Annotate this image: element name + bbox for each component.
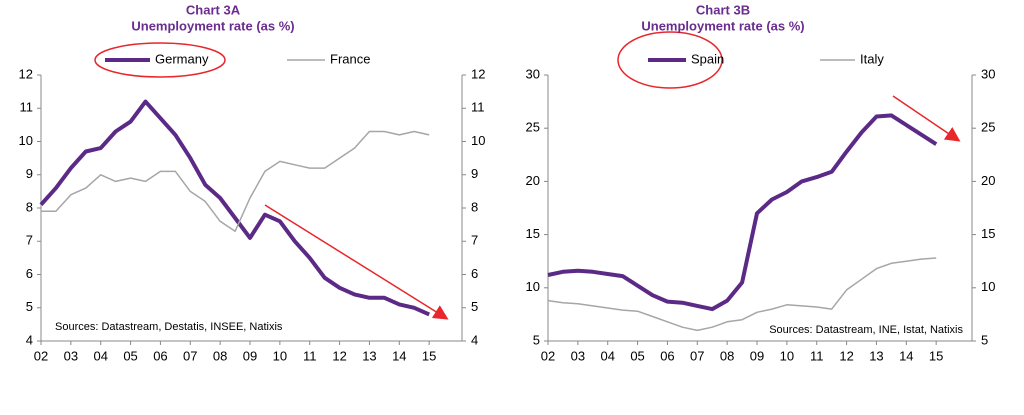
- y2-tick-label: 9: [471, 166, 478, 181]
- y2-tick-label: 30: [981, 66, 995, 81]
- legend-label: France: [330, 51, 370, 66]
- line-series: [547, 257, 937, 332]
- y2-tick-label: 8: [471, 199, 478, 214]
- x-tick-label: 10: [780, 348, 794, 363]
- x-tick-label: 06: [660, 348, 674, 363]
- highlight-ellipse: [617, 31, 723, 89]
- y-tick-label: 12: [19, 66, 33, 81]
- y-tick-label: 20: [526, 173, 540, 188]
- chart-title: Chart 3A: [186, 2, 241, 17]
- trend-arrow: [892, 95, 961, 142]
- y2-tick-label: 6: [471, 266, 478, 281]
- y2-tick-label: 10: [981, 279, 995, 294]
- highlight-ellipse: [94, 42, 226, 78]
- x-tick-label: 14: [899, 348, 913, 363]
- y-tick-label: 11: [20, 100, 34, 115]
- source-note: Sources: Datastream, INE, Istat, Natixis: [769, 324, 963, 336]
- x-tick-label: 15: [929, 348, 943, 363]
- decorations: [94, 31, 961, 320]
- x-tick-label: 07: [183, 348, 197, 363]
- chart-subtitle: Unemployment rate (as %): [641, 18, 804, 33]
- x-tick-label: 11: [810, 348, 824, 363]
- legend-label: Germany: [155, 51, 209, 66]
- x-tick-label: 05: [630, 348, 644, 363]
- x-tick-label: 11: [303, 348, 317, 363]
- line-series: [41, 130, 430, 233]
- chart-subtitle: Unemployment rate (as %): [131, 18, 294, 33]
- y-tick-label: 9: [26, 166, 33, 181]
- line-series: [39, 99, 431, 317]
- y2-tick-label: 25: [981, 120, 995, 135]
- y-tick-label: 8: [26, 199, 33, 214]
- x-tick-label: 12: [332, 348, 346, 363]
- y-tick-label: 4: [26, 332, 33, 347]
- x-tick-label: 02: [541, 348, 555, 363]
- y2-tick-label: 5: [981, 332, 988, 347]
- x-tick-label: 09: [243, 348, 257, 363]
- y2-tick-label: 10: [471, 133, 485, 148]
- x-tick-label: 02: [34, 348, 48, 363]
- y-tick-label: 5: [533, 332, 540, 347]
- legend-label: Spain: [691, 51, 724, 66]
- x-tick-label: 08: [720, 348, 734, 363]
- x-tick-label: 09: [750, 348, 764, 363]
- y-tick-label: 10: [19, 133, 33, 148]
- x-tick-label: 15: [422, 348, 436, 363]
- x-tick-label: 03: [571, 348, 585, 363]
- y2-tick-label: 11: [471, 100, 485, 115]
- y2-tick-label: 12: [471, 66, 485, 81]
- line-series: [547, 113, 938, 312]
- legend-label: Italy: [860, 51, 884, 66]
- y2-tick-label: 7: [471, 233, 478, 248]
- y-tick-label: 7: [26, 233, 33, 248]
- x-tick-label: 04: [93, 348, 107, 363]
- source-note: Sources: Datastream, Destatis, INSEE, Na…: [55, 321, 283, 333]
- y-tick-label: 10: [526, 279, 540, 294]
- x-tick-label: 14: [392, 348, 406, 363]
- x-tick-label: 13: [362, 348, 376, 363]
- x-tick-label: 04: [600, 348, 614, 363]
- y2-tick-label: 20: [981, 173, 995, 188]
- x-tick-label: 10: [273, 348, 287, 363]
- chart-title: Chart 3B: [696, 2, 750, 17]
- x-tick-label: 05: [123, 348, 137, 363]
- y2-tick-label: 5: [471, 299, 478, 314]
- y-tick-label: 30: [526, 66, 540, 81]
- y2-tick-label: 4: [471, 332, 478, 347]
- y-tick-label: 5: [26, 299, 33, 314]
- x-tick-label: 06: [153, 348, 167, 363]
- x-tick-label: 08: [213, 348, 227, 363]
- x-tick-label: 07: [690, 348, 704, 363]
- x-tick-label: 13: [869, 348, 883, 363]
- trend-arrow: [264, 204, 449, 320]
- y2-tick-label: 15: [981, 226, 995, 241]
- x-tick-label: 03: [64, 348, 78, 363]
- y-tick-label: 15: [526, 226, 540, 241]
- y-tick-label: 6: [26, 266, 33, 281]
- y-tick-label: 25: [526, 120, 540, 135]
- x-tick-label: 12: [839, 348, 853, 363]
